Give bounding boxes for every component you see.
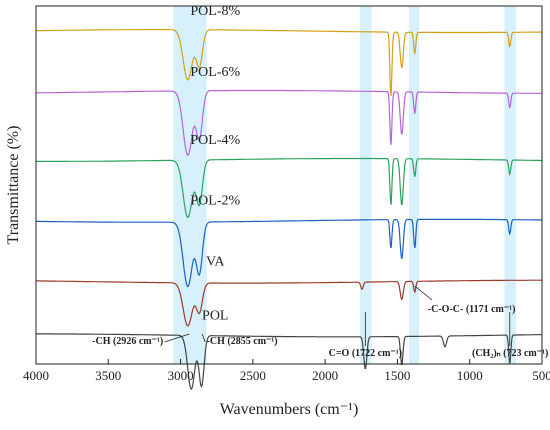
highlight-band-1 — [359, 6, 372, 364]
x-axis-ticks: 4000 3500 3000 2500 2000 1500 1000 500 — [23, 359, 550, 383]
x-tick-label-1500: 1500 — [384, 368, 410, 383]
series-label-pol-2-: POL-2% — [190, 194, 240, 209]
x-tick-label-4000: 4000 — [23, 368, 49, 383]
spectra-curves — [36, 29, 542, 390]
series-line-va — [36, 279, 542, 327]
x-tick-label-2500: 2500 — [240, 368, 266, 383]
series-line-pol-6- — [36, 89, 542, 156]
series-labels: POL-8% POL-6% POL-4% POL-2% VA POL — [190, 4, 240, 323]
series-line-pol — [36, 333, 542, 390]
annotation-label-ch-2855: -CH (2855 cm⁻¹) — [207, 336, 278, 347]
annotation-pointer-ch-2926 — [164, 333, 190, 343]
x-tick-label-500: 500 — [532, 368, 550, 383]
series-line-pol-8- — [36, 29, 542, 96]
annotation-pointer-ch-2855 — [201, 333, 206, 343]
peak-annotations: -CH (2926 cm⁻¹) -CH (2855 cm⁻¹) C=O (1722 … — [92, 285, 548, 359]
series-label-pol-8-: POL-8% — [190, 4, 240, 19]
series-label-pol: POL — [202, 308, 228, 323]
x-tick-label-3000: 3000 — [168, 368, 194, 383]
annotation-pointer-coc-1171 — [414, 285, 433, 301]
series-line-pol-4- — [36, 157, 542, 219]
x-axis-title: Wavenumbers (cm⁻¹) — [220, 401, 359, 418]
x-tick-label-3500: 3500 — [95, 368, 121, 383]
highlight-band-0 — [173, 6, 207, 364]
annotation-label-coc-1171: -C-O-C- (1171 cm⁻¹) — [428, 304, 516, 315]
x-tick-label-1000: 1000 — [457, 368, 483, 383]
highlight-band-3 — [504, 6, 516, 364]
series-label-va: VA — [206, 255, 225, 270]
annotation-label-ch-2926: -CH (2926 cm⁻¹) — [92, 336, 163, 347]
highlight-band-2 — [408, 6, 420, 364]
series-label-pol-4-: POL-4% — [190, 133, 240, 148]
series-label-pol-6-: POL-6% — [190, 65, 240, 80]
x-tick-label-2000: 2000 — [312, 368, 338, 383]
series-line-pol-2- — [36, 218, 542, 288]
highlight-bands — [173, 6, 516, 364]
plot-frame — [35, 5, 543, 365]
annotation-label-ch2-723: (CH₂)ₙ (723 cm⁻¹) — [472, 348, 548, 359]
y-axis-title: Transmittance (%) — [5, 126, 22, 245]
annotation-label-co-1722: C=O (1722 cm⁻¹) — [329, 348, 402, 359]
